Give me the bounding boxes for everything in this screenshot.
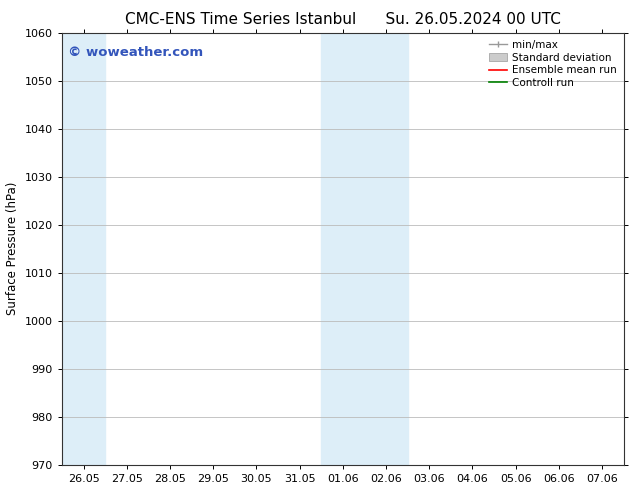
Text: © woweather.com: © woweather.com bbox=[68, 46, 203, 59]
Bar bbox=[365, 33, 408, 465]
Bar bbox=[62, 33, 105, 465]
Bar bbox=[321, 33, 365, 465]
Title: CMC-ENS Time Series Istanbul      Su. 26.05.2024 00 UTC: CMC-ENS Time Series Istanbul Su. 26.05.2… bbox=[125, 13, 560, 27]
Y-axis label: Surface Pressure (hPa): Surface Pressure (hPa) bbox=[6, 182, 19, 316]
Legend: min/max, Standard deviation, Ensemble mean run, Controll run: min/max, Standard deviation, Ensemble me… bbox=[484, 36, 621, 92]
